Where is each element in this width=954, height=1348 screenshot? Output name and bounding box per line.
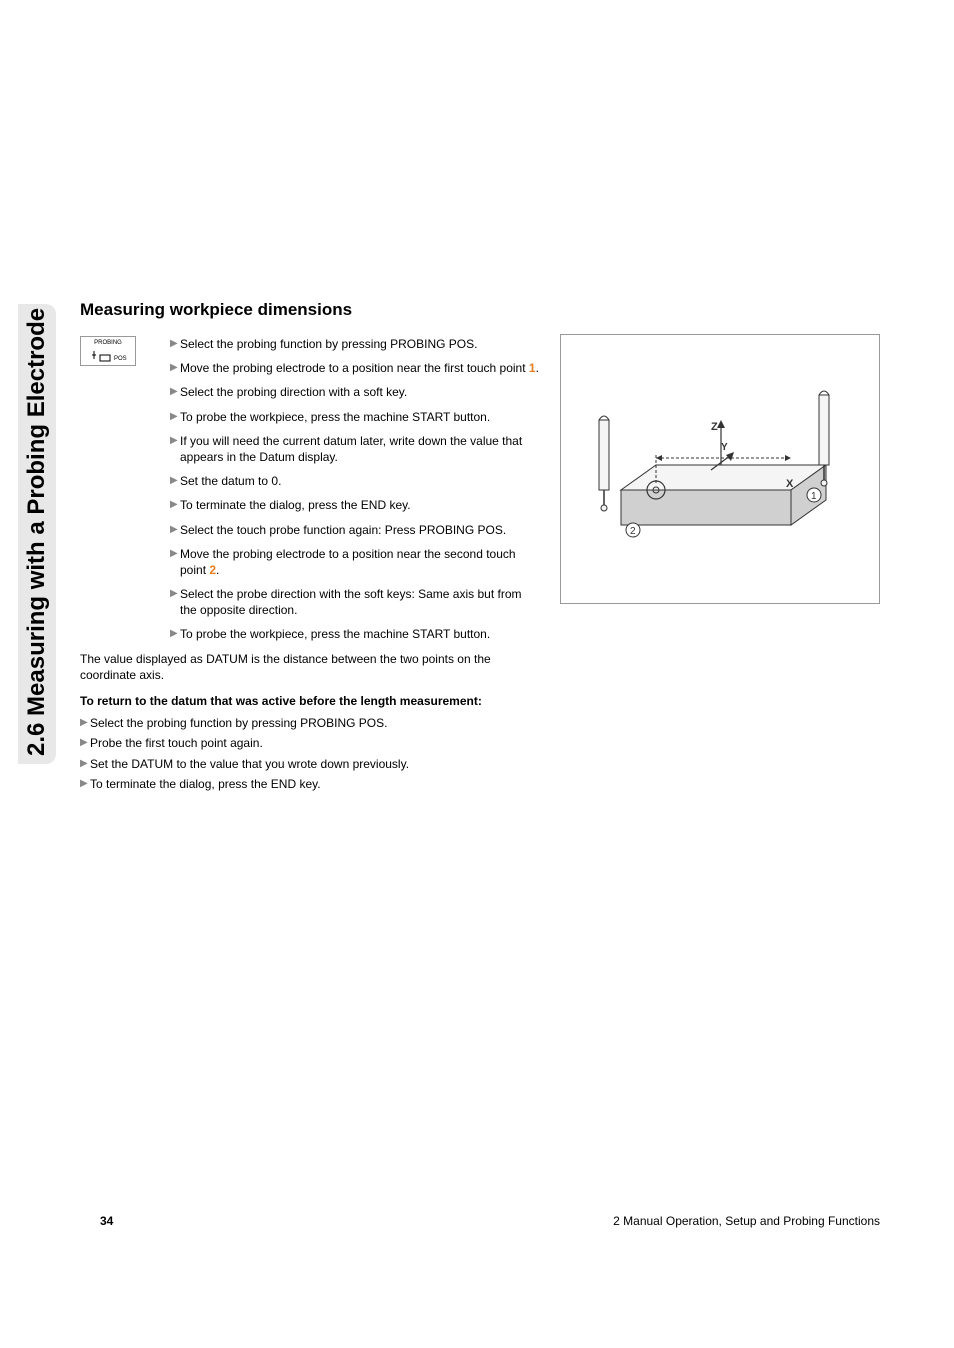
- side-tab: 2.6 Measuring with a Probing Electrode: [18, 304, 56, 764]
- step-text: Select the probing function by pressing …: [180, 336, 540, 352]
- triangle-marker-icon: ▶: [80, 735, 90, 750]
- step-item: ▶To probe the workpiece, press the machi…: [170, 626, 540, 642]
- svg-text:Y: Y: [721, 442, 728, 453]
- icon-label-line2-svg: POS: [114, 356, 127, 362]
- icon-inner-graphic: POS: [81, 349, 135, 366]
- section-title: Measuring workpiece dimensions: [80, 300, 880, 320]
- page-number: 34: [100, 1214, 113, 1228]
- triangle-marker-icon: ▶: [170, 586, 180, 601]
- triangle-marker-icon: ▶: [170, 522, 180, 537]
- triangle-marker-icon: ▶: [170, 626, 180, 641]
- triangle-marker-icon: ▶: [170, 546, 180, 561]
- svg-text:Z: Z: [711, 421, 718, 433]
- triangle-marker-icon: ▶: [80, 756, 90, 771]
- step-text: To terminate the dialog, press the END k…: [180, 497, 540, 513]
- triangle-marker-icon: ▶: [80, 715, 90, 730]
- step-item: ▶Select the probing function by pressing…: [170, 336, 540, 352]
- body-text: The value displayed as DATUM is the dist…: [80, 651, 540, 683]
- svg-text:X: X: [786, 478, 794, 490]
- lower-step-item: ▶Select the probing function by pressing…: [80, 715, 540, 731]
- step-text: Move the probing electrode to a position…: [180, 360, 540, 376]
- lower-step-item: ▶Probe the first touch point again.: [80, 735, 540, 751]
- footer: 34 2 Manual Operation, Setup and Probing…: [100, 1214, 880, 1228]
- triangle-marker-icon: ▶: [170, 473, 180, 488]
- lower-steps: ▶Select the probing function by pressing…: [80, 715, 540, 792]
- step-text: Select the touch probe function again: P…: [180, 522, 540, 538]
- step-text: To probe the workpiece, press the machin…: [180, 409, 540, 425]
- lower-step-text: Select the probing function by pressing …: [90, 715, 540, 731]
- touch-point-number: 2: [209, 563, 216, 577]
- triangle-marker-icon: ▶: [170, 360, 180, 375]
- probing-pos-icon: PROBING POS: [80, 336, 136, 366]
- side-tab-text: 2.6 Measuring with a Probing Electrode: [18, 304, 56, 764]
- chapter-title: 2 Manual Operation, Setup and Probing Fu…: [613, 1214, 880, 1228]
- step-item: ▶Select the probing direction with a sof…: [170, 384, 540, 400]
- lower-step-item: ▶Set the DATUM to the value that you wro…: [80, 756, 540, 772]
- triangle-marker-icon: ▶: [170, 409, 180, 424]
- step-item: ▶Select the probe direction with the sof…: [170, 586, 540, 618]
- lower-step-text: Set the DATUM to the value that you wrot…: [90, 756, 540, 772]
- triangle-marker-icon: ▶: [170, 433, 180, 448]
- lower-step-text: To terminate the dialog, press the END k…: [90, 776, 540, 792]
- svg-text:2: 2: [630, 526, 636, 537]
- touch-point-number: 1: [529, 361, 536, 375]
- step-item: ▶If you will need the current datum late…: [170, 433, 540, 465]
- lower-step-item: ▶To terminate the dialog, press the END …: [80, 776, 540, 792]
- step-item: ▶Move the probing electrode to a positio…: [170, 360, 540, 376]
- step-text: If you will need the current datum later…: [180, 433, 540, 465]
- steps-block: ▶Select the probing function by pressing…: [170, 336, 540, 643]
- step-text: Set the datum to 0.: [180, 473, 540, 489]
- step-item: ▶Set the datum to 0.: [170, 473, 540, 489]
- step-text: Move the probing electrode to a position…: [180, 546, 540, 578]
- icon-label-line1: PROBING: [81, 339, 135, 347]
- step-item: ▶To terminate the dialog, press the END …: [170, 497, 540, 513]
- step-text: Select the probing direction with a soft…: [180, 384, 540, 400]
- triangle-marker-icon: ▶: [80, 776, 90, 791]
- workpiece-diagram: ZY X 1 2: [560, 334, 880, 604]
- step-item: ▶To probe the workpiece, press the machi…: [170, 409, 540, 425]
- step-item: ▶Move the probing electrode to a positio…: [170, 546, 540, 578]
- svg-text:1: 1: [811, 491, 817, 502]
- lower-step-text: Probe the first touch point again.: [90, 735, 540, 751]
- step-text: To probe the workpiece, press the machin…: [180, 626, 540, 642]
- step-text: Select the probe direction with the soft…: [180, 586, 540, 618]
- triangle-marker-icon: ▶: [170, 336, 180, 351]
- subheading: To return to the datum that was active b…: [80, 693, 540, 709]
- triangle-marker-icon: ▶: [170, 497, 180, 512]
- step-item: ▶Select the touch probe function again: …: [170, 522, 540, 538]
- triangle-marker-icon: ▶: [170, 384, 180, 399]
